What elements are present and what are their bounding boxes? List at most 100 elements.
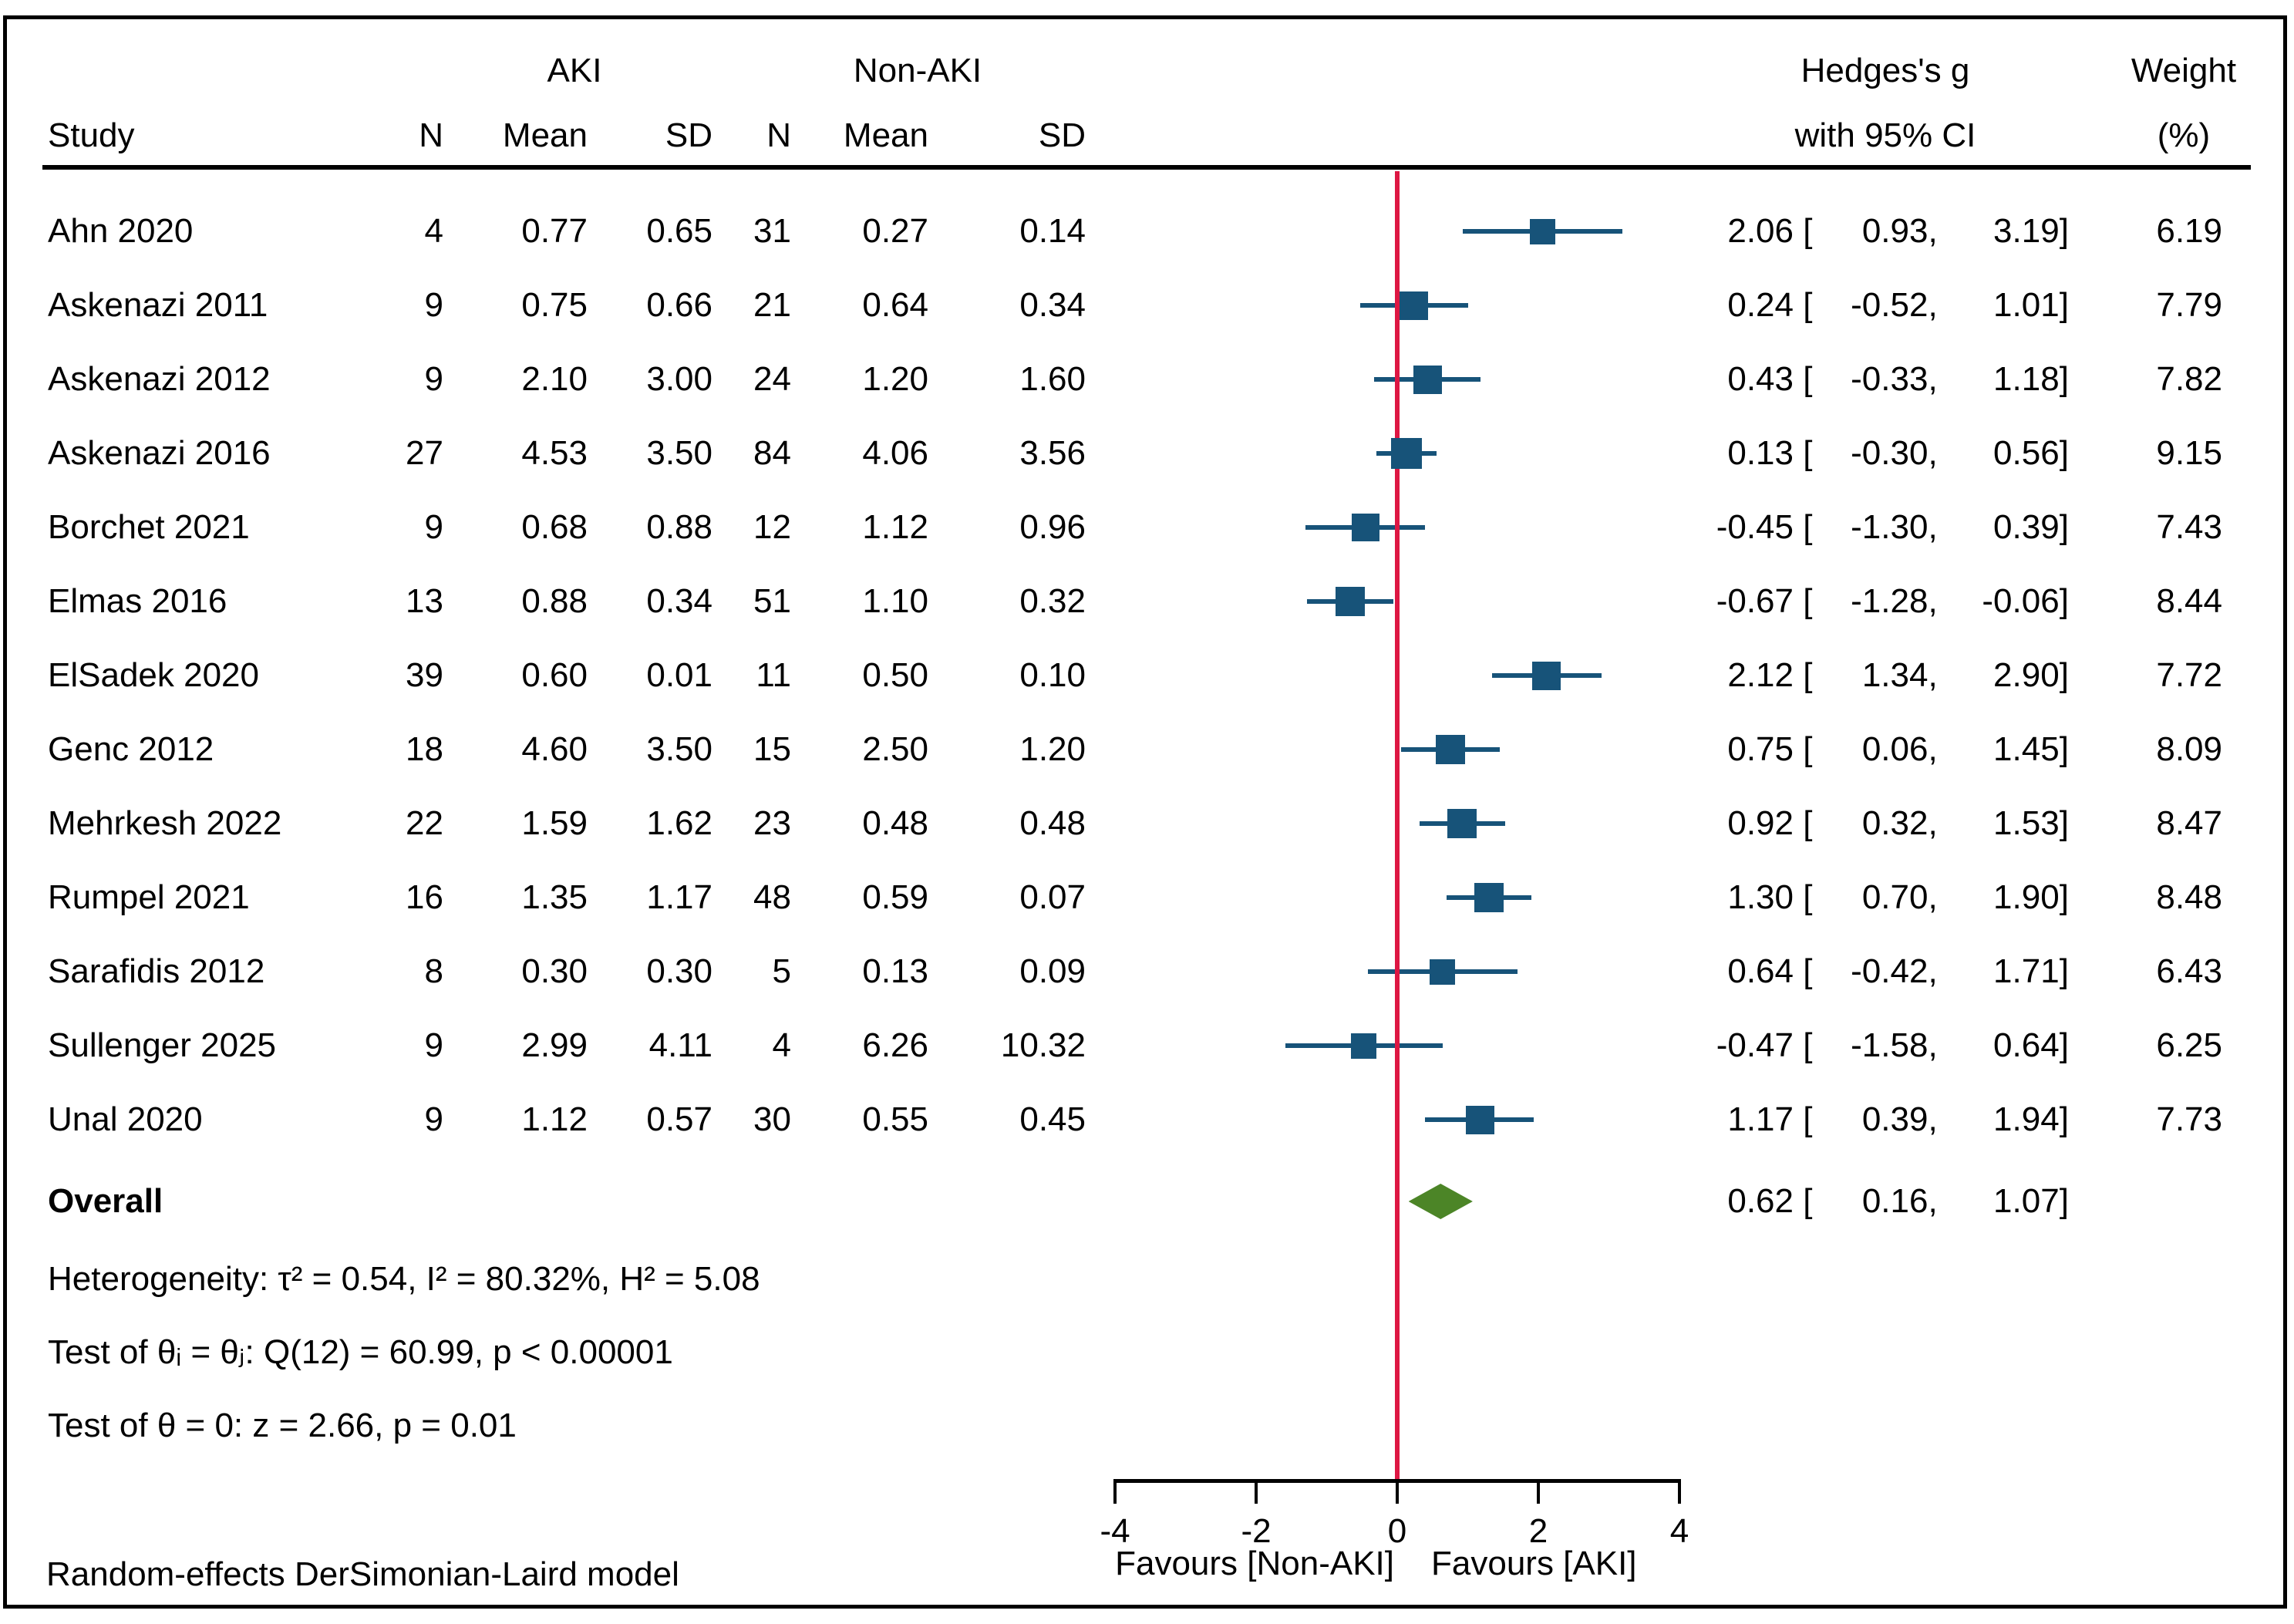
bracket-close: ] bbox=[2059, 212, 2069, 250]
aki-n-value: 13 bbox=[406, 582, 443, 620]
bracket-close: ] bbox=[2059, 582, 2069, 620]
bracket-close: ] bbox=[2059, 1026, 2069, 1064]
weight-value: 6.19 bbox=[2156, 212, 2222, 250]
group-header-non-aki: Non-AKI bbox=[853, 52, 982, 89]
weight-value: 9.15 bbox=[2156, 434, 2222, 472]
x-axis-tick-label: -4 bbox=[1100, 1512, 1130, 1550]
aki-sd-value: 0.66 bbox=[646, 286, 712, 324]
heterogeneity-stats: Heterogeneity: τ² = 0.54, I² = 80.32%, H… bbox=[48, 1260, 760, 1298]
effect-estimate-ci: 2.12 [1.34, 2.90] bbox=[1672, 638, 2069, 713]
effect-square-marker bbox=[1400, 291, 1428, 320]
aki-mean-value: 2.10 bbox=[521, 360, 588, 398]
ci-upper: 1.18 bbox=[1993, 360, 2060, 398]
study-label: ElSadek 2020 bbox=[48, 656, 259, 694]
aki-mean-value: 0.68 bbox=[521, 508, 588, 546]
ci-upper: 0.39 bbox=[1993, 508, 2060, 546]
weight-value: 7.43 bbox=[2156, 508, 2222, 546]
comma: , bbox=[1928, 212, 1938, 250]
effect-estimate: 0.24 bbox=[1727, 286, 1794, 324]
zero-reference-line bbox=[1395, 171, 1400, 1479]
weight-value: 7.79 bbox=[2156, 286, 2222, 324]
ci-lower: -1.28 bbox=[1851, 582, 1929, 620]
ci-upper: 1.53 bbox=[1993, 804, 2060, 842]
comma: , bbox=[1928, 1182, 1938, 1220]
aki-sd-value: 3.50 bbox=[646, 730, 712, 768]
ci-upper: 1.94 bbox=[1993, 1100, 2060, 1138]
x-axis-tick bbox=[1678, 1479, 1681, 1504]
nonaki-sd-value: 10.32 bbox=[1000, 1026, 1086, 1064]
study-label: Genc 2012 bbox=[48, 730, 214, 768]
aki-mean-value: 4.53 bbox=[521, 434, 588, 472]
ci-upper: 1.07 bbox=[1993, 1182, 2060, 1220]
bracket-open: [ bbox=[1794, 730, 1813, 768]
aki-mean-value: 4.60 bbox=[521, 730, 588, 768]
weight-value: 6.43 bbox=[2156, 952, 2222, 990]
aki-sd-value: 3.00 bbox=[646, 360, 712, 398]
effect-estimate-ci: 2.06 [0.93, 3.19] bbox=[1672, 194, 2069, 268]
effect-estimate-ci: 0.43 [-0.33, 1.18] bbox=[1672, 342, 2069, 416]
x-axis-tick-label: 2 bbox=[1528, 1512, 1548, 1550]
column-header-weight-line1: Weight bbox=[2131, 52, 2237, 89]
ci-lower: -1.58 bbox=[1851, 1026, 1929, 1064]
weight-value: 7.73 bbox=[2156, 1100, 2222, 1138]
column-header-weight-line2: (%) bbox=[2157, 116, 2211, 154]
weight-value: 8.09 bbox=[2156, 730, 2222, 768]
effect-estimate-ci: 0.92 [0.32, 1.53] bbox=[1672, 787, 2069, 861]
nonaki-n-value: 51 bbox=[753, 582, 791, 620]
column-header-n-nonaki: N bbox=[766, 116, 791, 154]
column-header-n-aki: N bbox=[419, 116, 443, 154]
column-header-sd-aki: SD bbox=[665, 116, 712, 154]
study-row: Mehrkesh 2022 22 1.59 1.62 23 0.48 0.48 0.92 [0… bbox=[0, 787, 2294, 861]
effect-estimate: 2.12 bbox=[1727, 656, 1794, 694]
comma: , bbox=[1928, 878, 1938, 916]
study-label: Mehrkesh 2022 bbox=[48, 804, 282, 842]
bracket-open: [ bbox=[1794, 1100, 1813, 1138]
nonaki-n-value: 11 bbox=[756, 656, 791, 694]
overall-row: Overall 0.62 [0.16, 1.07] bbox=[0, 1164, 2294, 1238]
nonaki-sd-value: 0.10 bbox=[1019, 656, 1086, 694]
aki-n-value: 22 bbox=[406, 804, 443, 842]
nonaki-mean-value: 1.12 bbox=[862, 508, 928, 546]
effect-square-marker bbox=[1351, 1033, 1376, 1059]
effect-estimate: 0.92 bbox=[1727, 804, 1794, 842]
nonaki-sd-value: 0.14 bbox=[1019, 212, 1086, 250]
effect-estimate-ci: 1.30 [0.70, 1.90] bbox=[1672, 861, 2069, 935]
effect-square-marker bbox=[1391, 438, 1422, 469]
bracket-close: ] bbox=[2059, 952, 2069, 990]
nonaki-mean-value: 2.50 bbox=[862, 730, 928, 768]
study-row: Genc 2012 18 4.60 3.50 15 2.50 1.20 0.75 [0.06,… bbox=[0, 713, 2294, 787]
comma: , bbox=[1928, 730, 1938, 768]
favours-right-label: Favours [AKI] bbox=[1431, 1545, 1637, 1582]
nonaki-n-value: 12 bbox=[753, 508, 791, 546]
study-label: Unal 2020 bbox=[48, 1100, 203, 1138]
column-header-effect-line1: Hedges's g bbox=[1801, 52, 1970, 89]
aki-n-value: 8 bbox=[424, 952, 443, 990]
effect-estimate: 0.64 bbox=[1727, 952, 1794, 990]
effect-square-marker bbox=[1466, 1106, 1494, 1134]
ci-upper: 1.71 bbox=[1993, 952, 2060, 990]
aki-mean-value: 1.35 bbox=[521, 878, 588, 916]
aki-mean-value: 0.60 bbox=[521, 656, 588, 694]
ci-upper: 1.01 bbox=[1993, 286, 2060, 324]
nonaki-sd-value: 0.09 bbox=[1019, 952, 1086, 990]
column-header-effect-line2: with 95% CI bbox=[1794, 116, 1976, 154]
comma: , bbox=[1928, 804, 1938, 842]
favours-left-label: Favours [Non-AKI] bbox=[1115, 1545, 1394, 1582]
ci-lower: 0.32 bbox=[1861, 804, 1929, 842]
comma: , bbox=[1928, 1100, 1938, 1138]
nonaki-sd-value: 0.07 bbox=[1019, 878, 1086, 916]
study-row: Borchet 2021 9 0.68 0.88 12 1.12 0.96 -0.45 [-1… bbox=[0, 490, 2294, 564]
nonaki-sd-value: 3.56 bbox=[1019, 434, 1086, 472]
aki-sd-value: 0.88 bbox=[646, 508, 712, 546]
study-label: Askenazi 2012 bbox=[48, 360, 271, 398]
ci-upper: 1.45 bbox=[1993, 730, 2060, 768]
bracket-open: [ bbox=[1794, 286, 1813, 324]
study-label: Askenazi 2016 bbox=[48, 434, 271, 472]
effect-estimate-ci: 0.62 [0.16, 1.07] bbox=[1672, 1164, 2069, 1238]
nonaki-mean-value: 0.48 bbox=[862, 804, 928, 842]
ci-upper: 0.64 bbox=[1993, 1026, 2060, 1064]
bracket-open: [ bbox=[1794, 656, 1813, 694]
effect-estimate-ci: -0.67 [-1.28, -0.06] bbox=[1672, 564, 2069, 638]
x-axis-tick-label: 4 bbox=[1669, 1512, 1689, 1550]
